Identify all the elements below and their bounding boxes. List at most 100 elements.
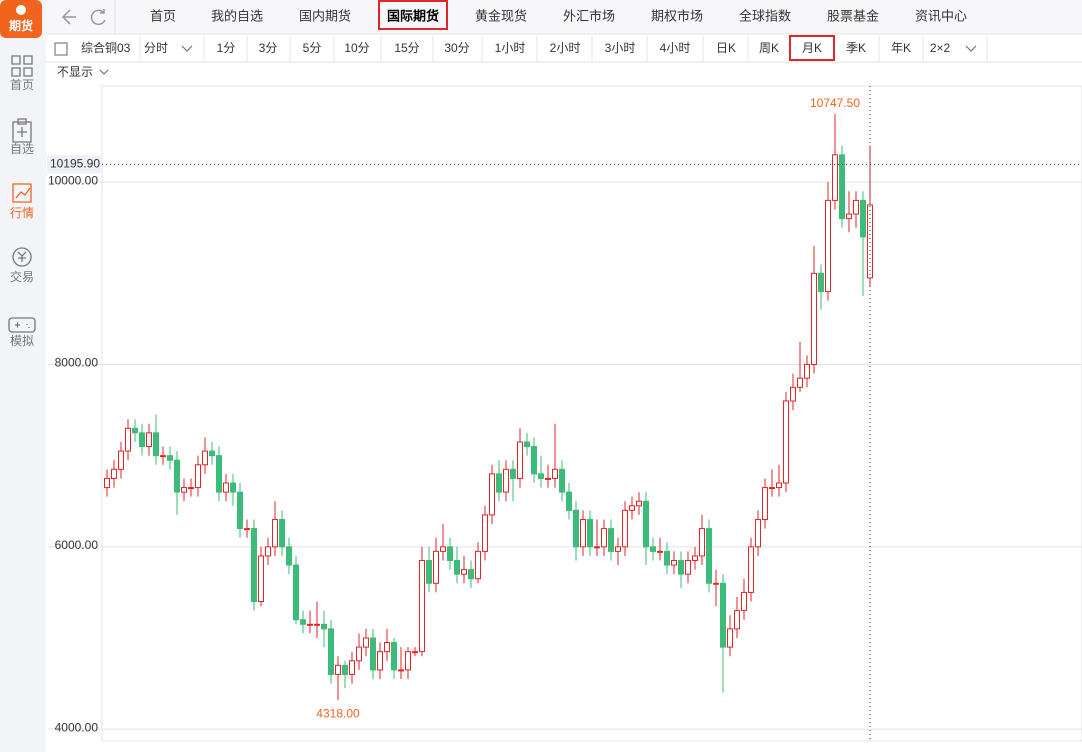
candle-body: [104, 477, 110, 489]
checkbox[interactable]: [54, 42, 68, 56]
candle-body: [622, 509, 628, 548]
candle-body: [594, 546, 600, 549]
candle-body: [496, 473, 502, 493]
nav-tab[interactable]: 我的自选: [211, 8, 263, 23]
candle-body: [454, 559, 460, 575]
nav-tab[interactable]: 国内期货: [299, 8, 351, 23]
candle-body: [440, 546, 446, 552]
period-button[interactable]: 1分: [217, 41, 236, 55]
candle-body: [307, 623, 313, 626]
sidebar-icon[interactable]: [12, 247, 32, 267]
candle-body: [867, 204, 873, 279]
nav-tab[interactable]: 黄金现货: [475, 8, 527, 23]
candle-body: [832, 154, 838, 201]
candle-body: [146, 432, 152, 448]
candle-body: [531, 446, 537, 475]
max-label: 10747.50: [810, 96, 860, 110]
sidebar-icon[interactable]: [12, 118, 32, 143]
candle-body: [671, 559, 677, 566]
period-button[interactable]: 30分: [444, 41, 469, 55]
candle-body: [419, 559, 425, 653]
period-button[interactable]: 3小时: [605, 41, 636, 55]
candle-body: [755, 518, 761, 548]
candle-body: [153, 432, 159, 457]
sidebar: [0, 0, 46, 752]
nav-tab[interactable]: 首页: [150, 8, 176, 23]
indicator-select[interactable]: 不显示: [57, 65, 93, 79]
candle-body: [552, 468, 558, 479]
period-button[interactable]: 季K: [846, 41, 866, 55]
period-button[interactable]: 4小时: [660, 41, 691, 55]
candle-body: [195, 464, 201, 489]
period-button[interactable]: 周K: [759, 41, 779, 55]
candle-body: [230, 482, 236, 493]
candle-body: [678, 559, 684, 575]
plot-area: [101, 85, 1082, 742]
candle-body: [398, 669, 404, 672]
candle-body: [608, 528, 614, 552]
candle-body: [524, 441, 530, 448]
candle-body: [657, 550, 663, 553]
sidebar-label[interactable]: 行情: [10, 206, 34, 220]
candle-body: [846, 213, 852, 220]
period-button[interactable]: 日K: [716, 41, 736, 55]
nav-tab[interactable]: 全球指数: [739, 8, 791, 23]
nav-tab[interactable]: 外汇市场: [563, 8, 615, 23]
logo[interactable]: [0, 0, 42, 38]
candle-body: [286, 546, 292, 566]
candle-body: [811, 272, 817, 366]
candle-body: [839, 154, 845, 220]
nav-tab[interactable]: 股票基金: [827, 8, 879, 23]
candle-body: [342, 664, 348, 675]
period-button[interactable]: 5分: [303, 41, 322, 55]
candle-body: [545, 477, 551, 480]
period-button[interactable]: 2×2: [930, 41, 951, 55]
period-button[interactable]: 15分: [394, 41, 419, 55]
candle-body: [783, 400, 789, 484]
candle-body: [720, 582, 726, 648]
candle-body: [727, 628, 733, 648]
nav-tab[interactable]: 期权市场: [651, 8, 703, 23]
candle-body: [412, 651, 418, 654]
period-button[interactable]: 月K: [802, 41, 822, 55]
candle-body: [335, 664, 341, 675]
candle-body: [860, 199, 866, 238]
candle-body: [482, 514, 488, 552]
period-button[interactable]: 3分: [259, 41, 278, 55]
period-button[interactable]: 10分: [344, 41, 369, 55]
candle-body: [258, 555, 264, 603]
sidebar-icon[interactable]: [12, 183, 32, 203]
candle-body: [426, 559, 432, 584]
nav-bar: [46, 0, 1082, 34]
candle-body: [132, 427, 138, 434]
candle-body: [566, 491, 572, 511]
candle-body: [209, 450, 215, 457]
candle-body: [314, 623, 320, 626]
candle-body: [517, 441, 523, 479]
sidebar-label[interactable]: 首页: [10, 78, 34, 92]
nav-tab[interactable]: 资讯中心: [915, 8, 967, 23]
sidebar-label[interactable]: 交易: [10, 269, 34, 284]
refresh-button[interactable]: [90, 9, 106, 26]
period-button[interactable]: 年K: [891, 41, 911, 55]
candle-body: [510, 468, 516, 479]
candle-body: [363, 637, 369, 648]
candle-body: [629, 505, 635, 511]
candle-body: [650, 546, 656, 552]
nav-tab[interactable]: 国际期货: [387, 8, 439, 23]
candle-body: [587, 518, 593, 548]
period-button[interactable]: 1小时: [495, 41, 526, 55]
back-button[interactable]: [61, 9, 76, 25]
sidebar-icon[interactable]: [11, 55, 33, 77]
candle-body: [328, 628, 334, 675]
candle-body: [433, 550, 439, 584]
candle-body: [503, 468, 509, 493]
sidebar-label[interactable]: 模拟: [10, 334, 34, 348]
candle-body: [174, 459, 180, 493]
period-button[interactable]: 2小时: [550, 41, 581, 55]
sidebar-label[interactable]: 自选: [10, 142, 34, 156]
period-button[interactable]: 分时: [144, 41, 168, 55]
candle-body: [447, 546, 453, 561]
sidebar-icon[interactable]: [8, 317, 36, 333]
